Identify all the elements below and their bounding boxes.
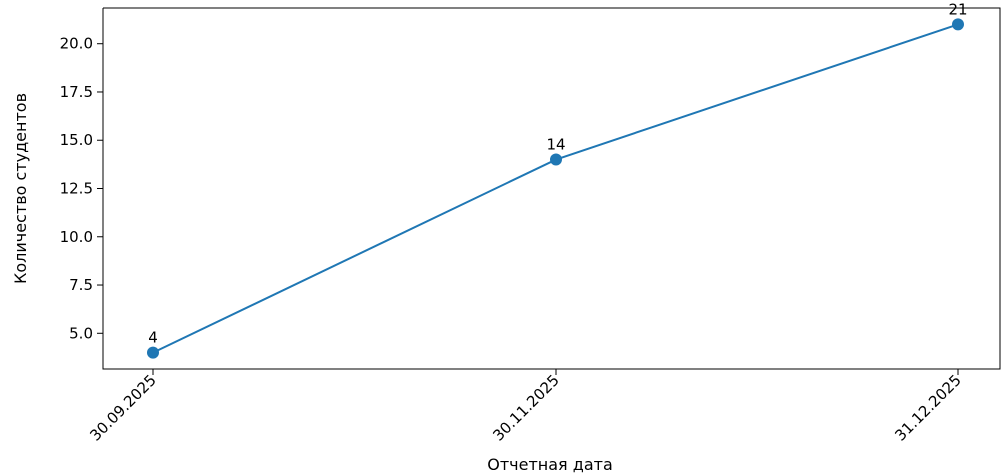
y-tick-label: 15.0 bbox=[60, 131, 93, 149]
data-point-marker bbox=[147, 346, 159, 359]
y-axis-ticks: 5.0 7.5 10.0 12.5 15.0 17.5 20.0 bbox=[60, 35, 103, 342]
series-line bbox=[152, 23, 959, 354]
data-label: 14 bbox=[546, 136, 565, 154]
y-tick-label: 20.0 bbox=[60, 35, 93, 53]
y-tick-label: 7.5 bbox=[69, 276, 93, 294]
y-tick-label: 12.5 bbox=[60, 180, 93, 198]
y-axis-label: Количество студентов bbox=[11, 93, 30, 284]
series-layer bbox=[147, 18, 964, 359]
x-tick-label: 30.11.2025 bbox=[489, 371, 562, 444]
data-label: 4 bbox=[148, 329, 158, 347]
y-tick-label: 17.5 bbox=[60, 83, 93, 101]
axes bbox=[102, 7, 1001, 370]
y-tick-label: 10.0 bbox=[60, 228, 93, 246]
x-tick-label: 31.12.2025 bbox=[891, 371, 964, 444]
plot-frame bbox=[102, 7, 1001, 370]
x-tick-label: 30.09.2025 bbox=[86, 371, 159, 444]
x-axis-label: Отчетная дата bbox=[487, 455, 613, 474]
data-point-marker bbox=[952, 18, 964, 31]
data-label: 21 bbox=[948, 0, 967, 18]
x-axis-ticks: 30.09.2025 30.11.2025 31.12.2025 bbox=[86, 369, 965, 445]
y-tick-label: 5.0 bbox=[69, 324, 93, 342]
data-point-marker bbox=[550, 153, 562, 166]
data-labels-layer: 4 14 21 bbox=[148, 0, 967, 346]
